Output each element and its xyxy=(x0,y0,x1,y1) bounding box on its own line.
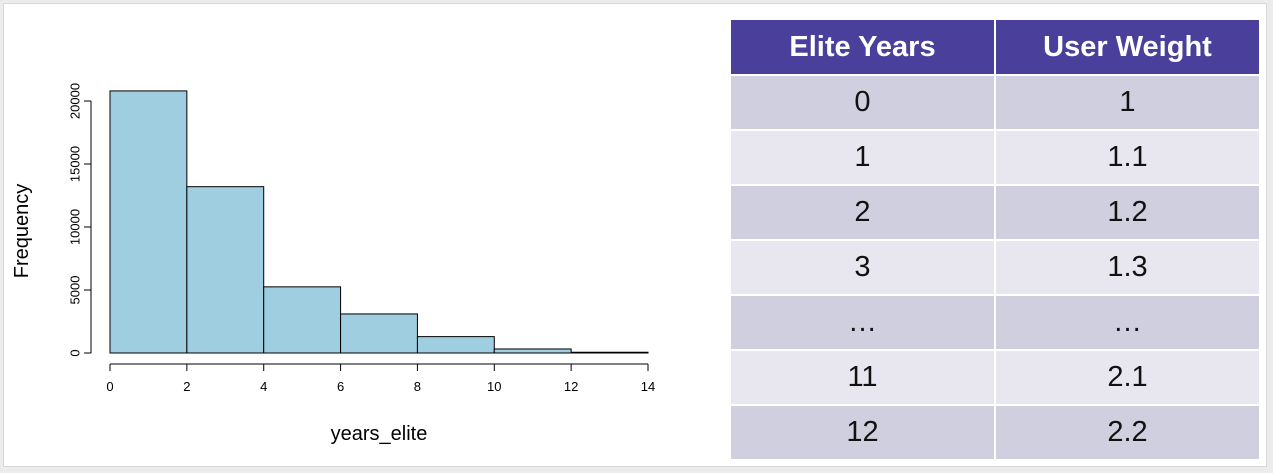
table-row: 2 1.2 xyxy=(729,184,1261,241)
histogram-bar-0 xyxy=(109,90,188,354)
elite-years-cell: 2 xyxy=(729,184,996,241)
table-row: 12 2.2 xyxy=(729,404,1261,461)
x-tick-label: 0 xyxy=(106,379,113,394)
x-tick-label: 8 xyxy=(414,379,421,394)
x-tick-label: 2 xyxy=(183,379,190,394)
table-row: 1 1.1 xyxy=(729,129,1261,186)
elite-years-cell: 3 xyxy=(729,239,996,296)
header-elite-years: Elite Years xyxy=(729,18,996,76)
y-tick-label: 5000 xyxy=(68,276,83,305)
elite-years-cell: 1 xyxy=(729,129,996,186)
x-axis-label: years_elite xyxy=(331,423,428,445)
y-tick-label: 10000 xyxy=(68,209,83,245)
table-row: 0 1 xyxy=(729,74,1261,131)
table-row: … … xyxy=(729,294,1261,351)
user-weight-cell: … xyxy=(994,294,1261,351)
elite-years-cell: … xyxy=(729,294,996,351)
elite-years-cell: 12 xyxy=(729,404,996,461)
x-tick-label: 4 xyxy=(260,379,267,394)
elite-years-cell: 0 xyxy=(729,74,996,131)
y-tick-label: 20000 xyxy=(68,83,83,119)
table-row: 3 1.3 xyxy=(729,239,1261,296)
histogram-bar-3 xyxy=(340,313,418,354)
table-header-row: Elite Years User Weight xyxy=(729,18,1261,76)
user-weight-cell: 1.2 xyxy=(994,184,1261,241)
header-user-weight: User Weight xyxy=(994,18,1261,76)
histogram-chart: 0 2 4 6 8 10 12 14 0 5000 10000 15000 20000 years_e… xyxy=(11,83,655,445)
table-row: 11 2.1 xyxy=(729,349,1261,406)
histogram-bar-1 xyxy=(186,186,265,354)
x-tick-label: 6 xyxy=(337,379,344,394)
user-weight-cell: 2.1 xyxy=(994,349,1261,406)
x-tick-label: 14 xyxy=(641,379,655,394)
user-weight-cell: 1 xyxy=(994,74,1261,131)
user-weight-cell: 1.1 xyxy=(994,129,1261,186)
histogram-bar-5 xyxy=(493,348,572,354)
x-tick-label: 12 xyxy=(564,379,578,394)
y-axis-label: Frequency xyxy=(11,184,33,279)
y-tick-label: 0 xyxy=(68,349,83,356)
elite-years-cell: 11 xyxy=(729,349,996,406)
histogram-bar-6 xyxy=(570,351,649,354)
histogram-bar-4 xyxy=(416,336,495,354)
y-tick-label: 15000 xyxy=(68,146,83,182)
user-weight-cell: 2.2 xyxy=(994,404,1261,461)
histogram-bar-2 xyxy=(263,286,342,354)
x-tick-label: 10 xyxy=(487,379,501,394)
user-weight-cell: 1.3 xyxy=(994,239,1261,296)
elite-weight-table: Elite Years User Weight 0 1 1 1.1 2 1.2 … xyxy=(729,18,1261,461)
slide-panel: 0 2 4 6 8 10 12 14 0 5000 10000 15000 20000 years_e… xyxy=(3,3,1267,467)
